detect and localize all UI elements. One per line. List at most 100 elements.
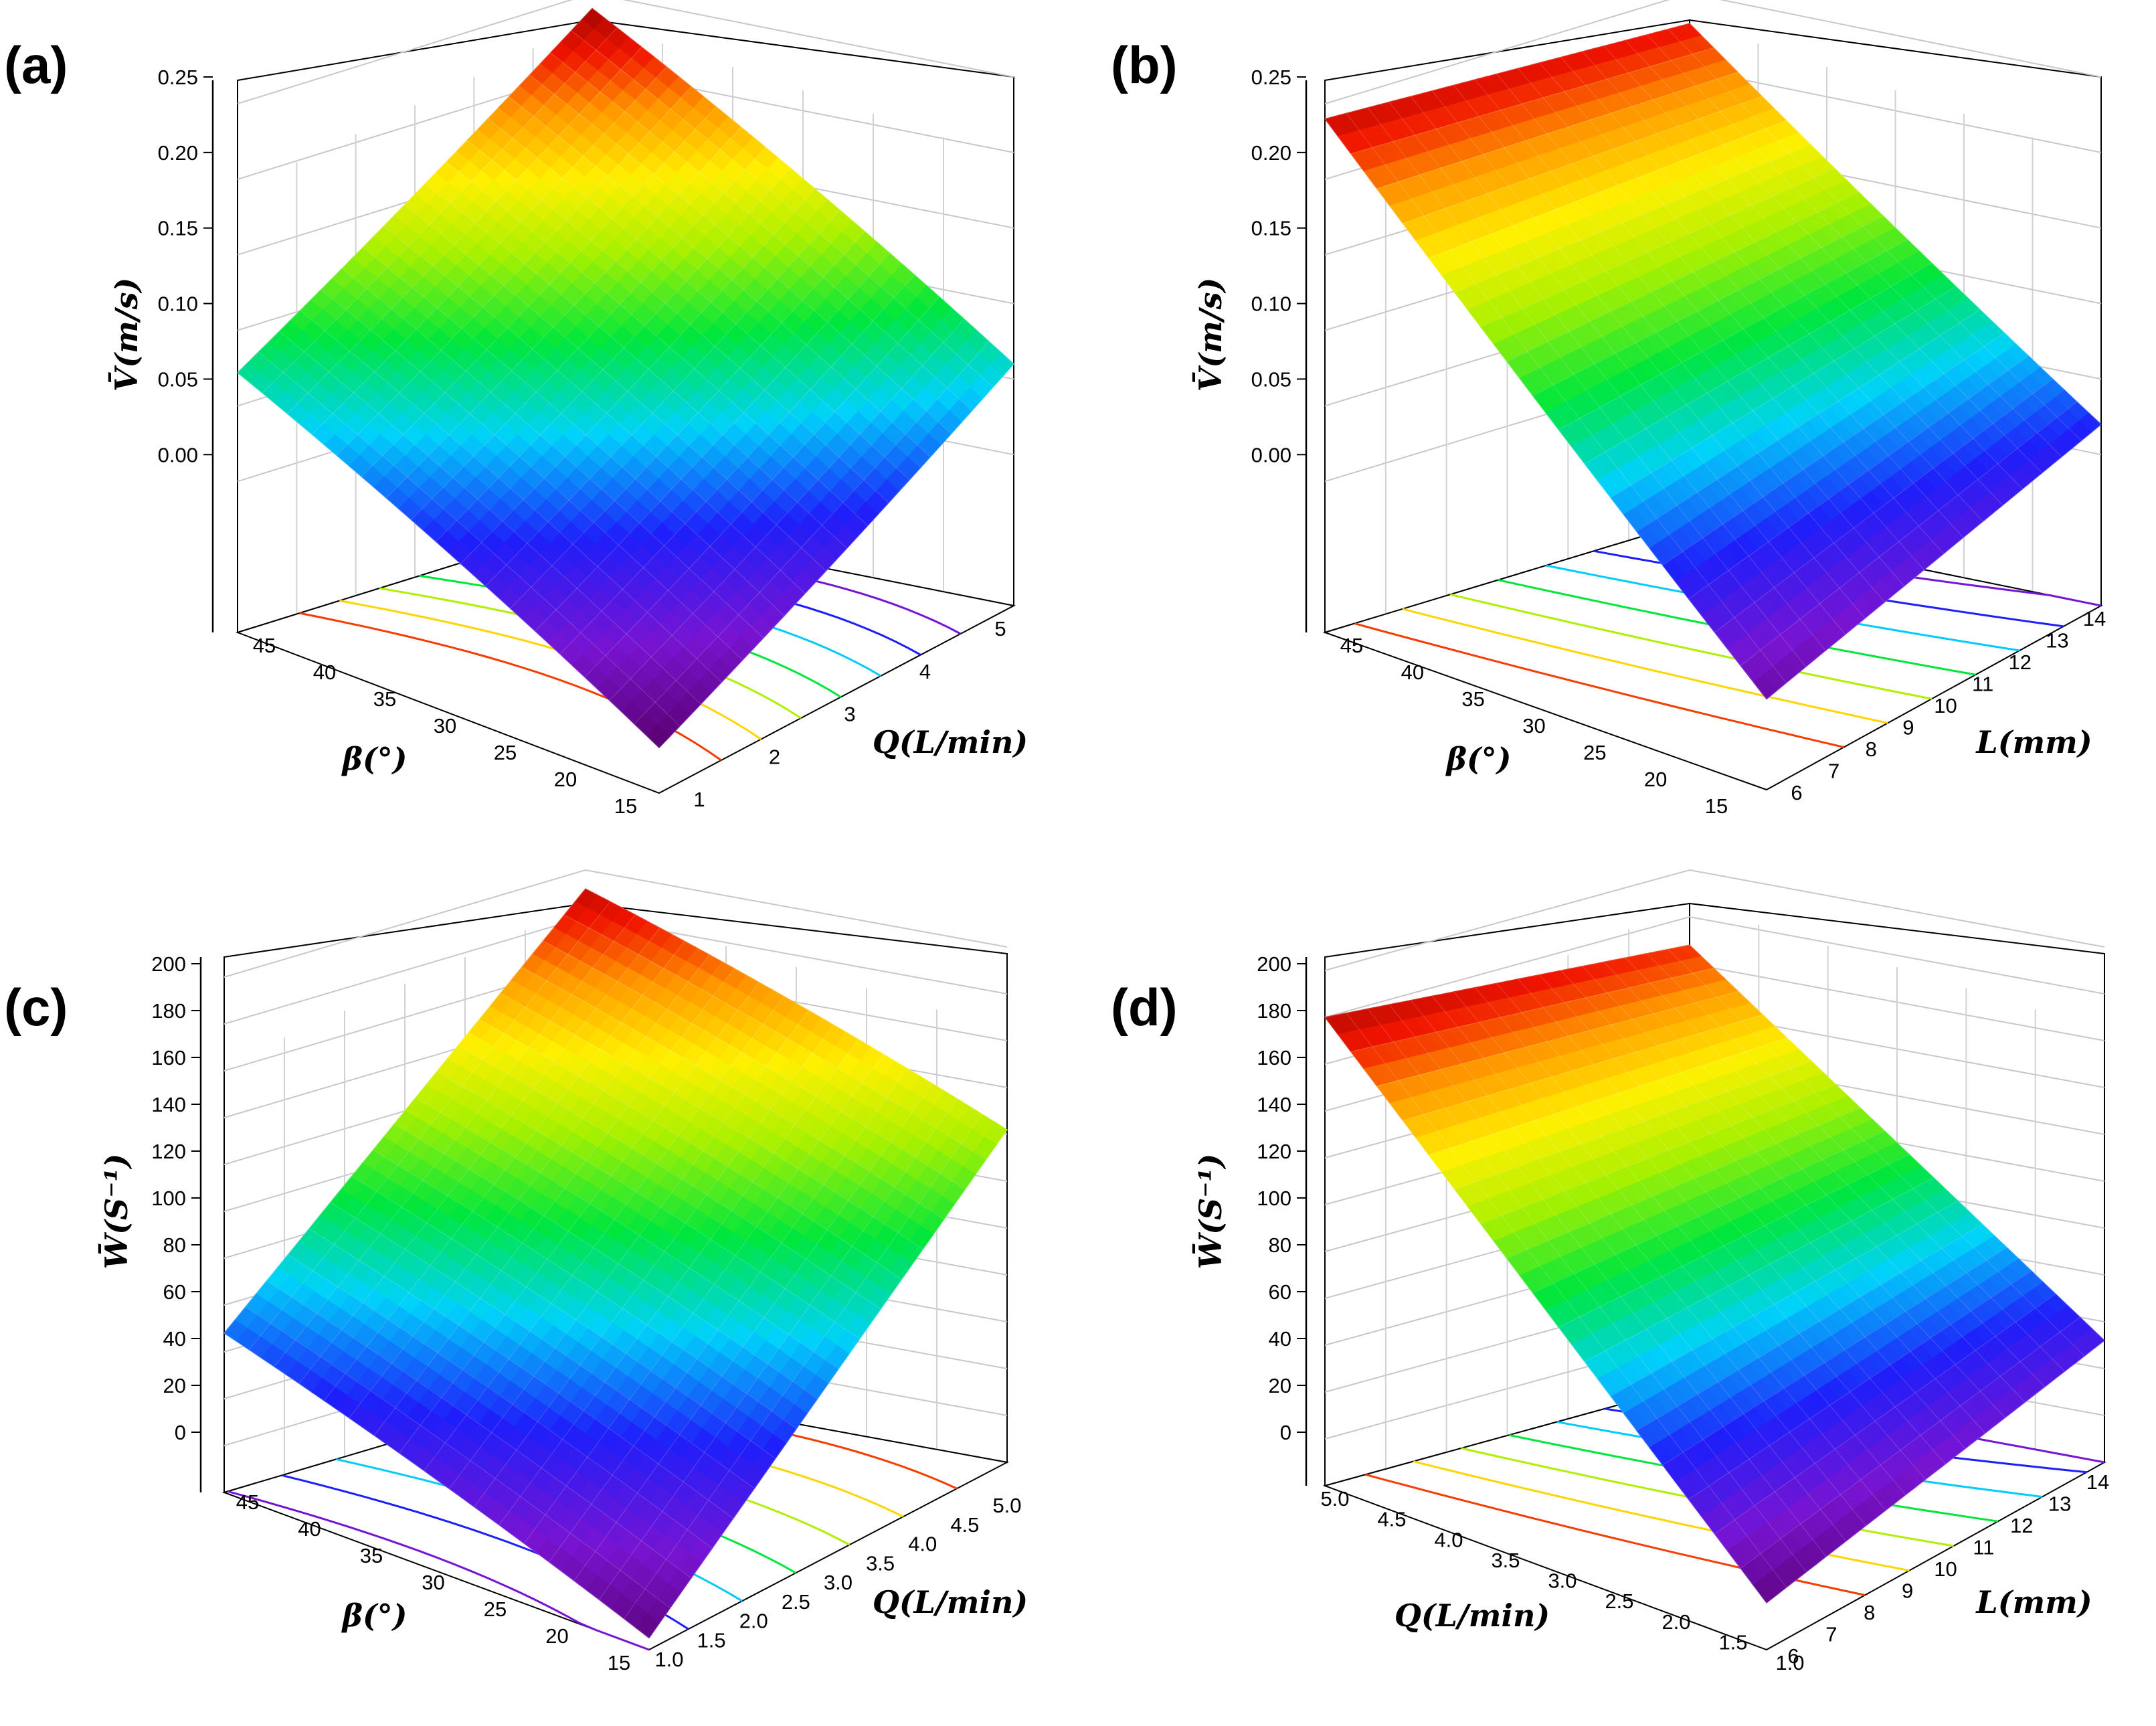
y-axis-label: L(mm) [1975,724,2092,760]
surface-mesh [460,189,816,564]
surface-mesh [404,204,826,572]
z-tick-label: 60 [163,1280,186,1304]
surface-mesh [1740,401,2078,667]
z-tick-label: 200 [151,952,186,976]
surface-mesh [1324,23,1690,120]
surface-cell [636,1612,660,1639]
surface-mesh [487,118,910,481]
surface-mesh [321,289,743,661]
surface-mesh [324,941,685,1401]
surface-mesh [1324,118,1767,699]
surface-mesh [362,247,785,616]
surface-mesh [535,252,891,632]
z-axis-label: V̄(m/s) [108,278,145,392]
surface-mesh [609,319,965,701]
x-axis-label: β(°) [1445,741,1511,777]
surface-mesh [424,996,784,1471]
y-axis-label: Q(L/min) [873,1584,1028,1620]
x-axis-label: β(°) [341,1598,407,1634]
x-tick-label: 35 [360,1544,383,1567]
x-tick-label: 25 [494,741,517,764]
x-tick-label: 20 [1644,768,1667,791]
surface-mesh [521,966,944,1220]
surface-mesh [598,1098,958,1600]
z-tick-label: 100 [151,1187,186,1210]
x-tick-label: 40 [313,661,336,684]
surface-mesh [1350,48,1714,155]
x-tick-label: 45 [253,634,276,657]
surface-mesh [300,310,722,683]
surface-mesh [1388,102,1826,651]
surface-mesh [1376,72,1738,189]
surface-mesh [1610,286,1957,499]
y-tick-label: 13 [2046,629,2068,653]
surface-mesh [298,928,660,1384]
z-tick-label: 0.25 [158,66,198,89]
surface-mesh [1662,332,2005,566]
y-tick-label: 4 [919,660,931,683]
surface-mesh [523,1053,884,1544]
y-tick-label: 2 [769,745,780,768]
x-tick-label: 25 [484,1598,507,1621]
surface-mesh [288,1254,713,1549]
z-tick-label: 0.20 [158,141,198,165]
x-tick-label: 35 [373,687,396,711]
surface-mesh [1518,68,1945,554]
surface-chart-d: 020406080100120140160180200W̄(S⁻¹)1.01.5… [1191,869,2109,1674]
y-tick-label: 8 [1866,738,1877,761]
surface-mesh [585,888,1008,1130]
surface-mesh [336,86,692,456]
surface-mesh [1453,84,1885,603]
surface-mesh [274,914,636,1367]
y-tick-label: 9 [1902,716,1914,740]
z-tick-label: 40 [1269,1327,1291,1351]
z-tick-label: 0.15 [1251,217,1291,240]
surface-mesh [485,209,840,586]
surface-mesh [543,940,966,1190]
panel-label-b: (b) [1111,35,1178,94]
surface-mesh [1646,34,2062,457]
y-tick-label: 2.0 [739,1610,768,1633]
surface-mesh [386,126,741,499]
surface-mesh [1454,144,1811,293]
surface-mesh [1689,23,2102,425]
surface-mesh [383,226,806,594]
surface-mesh [634,341,990,725]
surface-mesh [286,47,642,414]
y-tick-label: 12 [2009,651,2032,674]
surface-mesh [458,1045,881,1310]
z-tick-label: 40 [163,1327,186,1351]
contour-line [1354,622,1844,748]
surface-mesh [1766,424,2102,699]
surface-cell [1753,674,1777,700]
surface-mesh [592,8,1014,365]
surface-mesh [1475,79,1905,586]
surface-mesh [266,1280,692,1579]
surface-mesh [563,914,986,1160]
z-tick-label: 0.05 [1251,367,1291,391]
surface-mesh [624,1114,983,1620]
y-tick-label: 6 [1791,781,1802,804]
y-tick-label: 11 [1972,673,1993,696]
contour-line [228,1490,650,1651]
surface-mesh [425,183,847,549]
surface-mesh [373,1150,797,1430]
surface-mesh [474,1025,834,1507]
x-tick-label: 15 [1705,794,1728,818]
y-tick-label: 1.0 [654,1648,683,1671]
y-tick-label: 3.0 [824,1571,852,1594]
y-tick-label: 1.5 [697,1628,726,1652]
surface-mesh [1668,29,2082,441]
z-gridline [1324,916,2105,1018]
surface-mesh [1403,96,1763,224]
surface-mesh [237,8,593,373]
z-tick-label: 80 [163,1233,186,1257]
surface-mesh [1410,96,1846,635]
y-tick-label: 5 [994,617,1006,640]
surface-mesh [1480,168,1835,328]
y-tick-label: 1 [693,788,705,811]
y-tick-label: 5.0 [992,1494,1021,1517]
y-tick-label: 3.5 [866,1551,895,1575]
surface-mesh [529,74,952,434]
z-axis-label: V̄(m/s) [1192,278,1229,392]
